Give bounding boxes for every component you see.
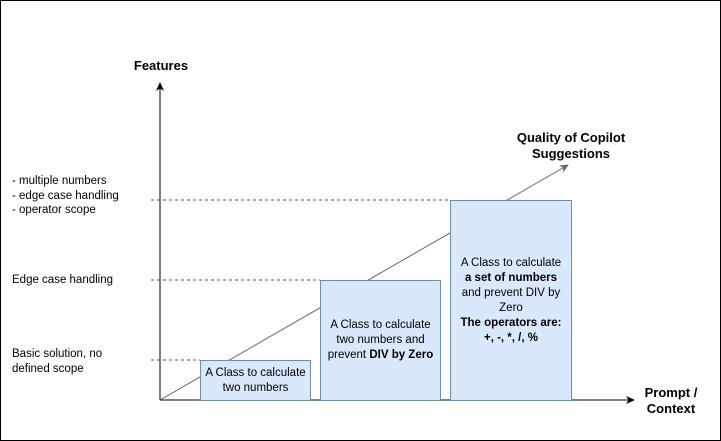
box-edge-case: A Class to calculate two numbers and pre… [320,280,441,401]
box-text: and prevent DIV by [461,286,561,299]
box-line: A Class to calculate [328,318,433,333]
box-line: A Class to calculate [205,366,305,381]
x-axis-title-line: Context [646,401,696,416]
box-line: and prevent DIV by [461,286,562,301]
y-level-line: Basic solution, no [12,348,103,360]
trend-label-line: Quality of Copilot [516,130,626,145]
box-text-bold: DIV by Zero [369,349,434,361]
box-text-bold: a set of numbers [464,271,557,284]
y-level-line: - operator scope [12,204,96,216]
box-text: two numbers and [336,334,425,346]
y-level-line: Edge case handling [12,274,114,286]
box-line: two numbers and [328,333,433,348]
box-text: Zero [499,301,523,314]
box-line: two numbers [205,381,305,396]
x-axis-title: Prompt / Context [633,385,709,417]
trend-label-line: Suggestions [531,146,610,161]
box-line: A Class to calculate [461,256,562,271]
box-line: The operators are: [461,316,562,331]
trend-line-label: Quality of Copilot Suggestions [495,130,647,162]
box-line: prevent DIV by Zero [328,348,433,363]
box-text: prevent [327,349,370,361]
box-text: A Class to calculate [330,319,431,331]
box-line: a set of numbers [461,271,562,286]
y-level-line: - multiple numbers [12,175,107,187]
box-text: A Class to calculate [460,256,562,269]
y-axis-title: Features [133,58,189,73]
box-full-scope: A Class to calculate a set of numbers an… [450,200,572,401]
box-basic-solution: A Class to calculate two numbers [200,360,311,401]
box-text: A Class to calculate [205,366,306,379]
x-axis-title-line: Prompt / [644,385,698,400]
box-text-bold: +, -, *, /, % [483,331,538,344]
y-level-label-1: Basic solution, no defined scope [12,347,150,376]
box-line: Zero [461,301,562,316]
y-level-label-2: Edge case handling [12,273,150,288]
y-level-line: defined scope [12,362,84,375]
y-level-label-3: - multiple numbers - edge case handling … [12,174,150,218]
y-level-line: - edge case handling [12,189,119,202]
box-text: two numbers [222,381,289,394]
box-text-bold: The operators are: [460,316,562,329]
box-line: +, -, *, /, % [461,331,562,346]
